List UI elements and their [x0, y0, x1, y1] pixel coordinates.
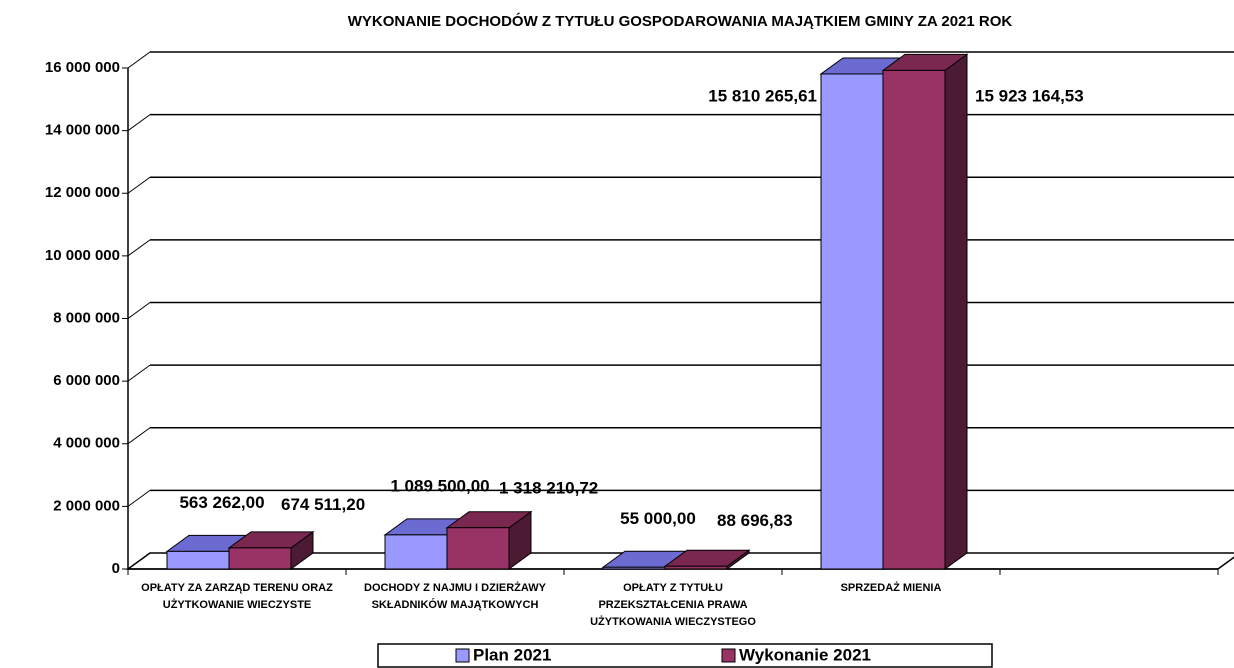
legend-swatch	[455, 648, 470, 663]
bar-side	[944, 53, 968, 570]
y-tick-label: 14 000 000	[45, 122, 120, 139]
grid-line	[127, 114, 151, 132]
grid-line	[127, 364, 151, 382]
x-tick-label: OPŁATY ZA ZARZĄD TERENU ORAZ UŻYTKOWANIE…	[141, 582, 333, 611]
bar	[446, 527, 510, 570]
y-tick-label: 4 000 000	[53, 435, 120, 452]
y-tick-label: 0	[112, 560, 120, 577]
x-tick-label: SPRZEDAŻ MIENIA	[840, 582, 942, 594]
bar	[882, 69, 946, 570]
chart-title: WYKONANIE DOCHODÓW Z TYTUŁU GOSPODAROWAN…	[348, 12, 1013, 30]
y-tick-label: 10 000 000	[45, 247, 120, 264]
value-label: 55 000,00	[620, 509, 696, 528]
legend-label: Plan 2021	[473, 645, 551, 664]
grid-line	[127, 239, 151, 257]
value-label: 563 262,00	[179, 493, 264, 512]
grid-line	[127, 51, 151, 69]
x-tick-label: OPŁATY Z TYTUŁU PRZEKSZTAŁCENIA PRAWA UŻ…	[590, 582, 756, 628]
bar	[228, 547, 292, 570]
x-tick-label: DOCHODY Z NAJMU I DZIERŻAWY SKŁADNIKÓW M…	[364, 582, 546, 611]
bar	[664, 565, 728, 570]
y-tick-label: 16 000 000	[45, 59, 120, 76]
value-label: 1 089 500,00	[390, 476, 489, 495]
value-label: 88 696,83	[717, 511, 793, 530]
value-label: 15 923 164,53	[975, 86, 1084, 105]
legend-box	[377, 643, 993, 668]
grid-line	[127, 176, 151, 194]
value-label: 674 511,20	[281, 495, 365, 514]
bar	[166, 550, 230, 570]
legend-swatch	[721, 648, 736, 663]
grid-line	[127, 302, 151, 319]
y-tick-label: 8 000 000	[53, 309, 120, 326]
bar	[820, 73, 884, 570]
grid-line	[127, 489, 151, 507]
grid-line	[127, 427, 151, 445]
legend-label: Wykonanie 2021	[739, 645, 871, 664]
bar	[384, 534, 448, 570]
y-tick-label: 12 000 000	[45, 184, 120, 201]
bar	[602, 566, 666, 570]
value-label: 1 318 210,72	[499, 478, 598, 497]
value-label: 15 810 265,61	[708, 86, 817, 105]
y-tick-label: 2 000 000	[53, 497, 120, 514]
y-tick-label: 6 000 000	[53, 372, 120, 389]
